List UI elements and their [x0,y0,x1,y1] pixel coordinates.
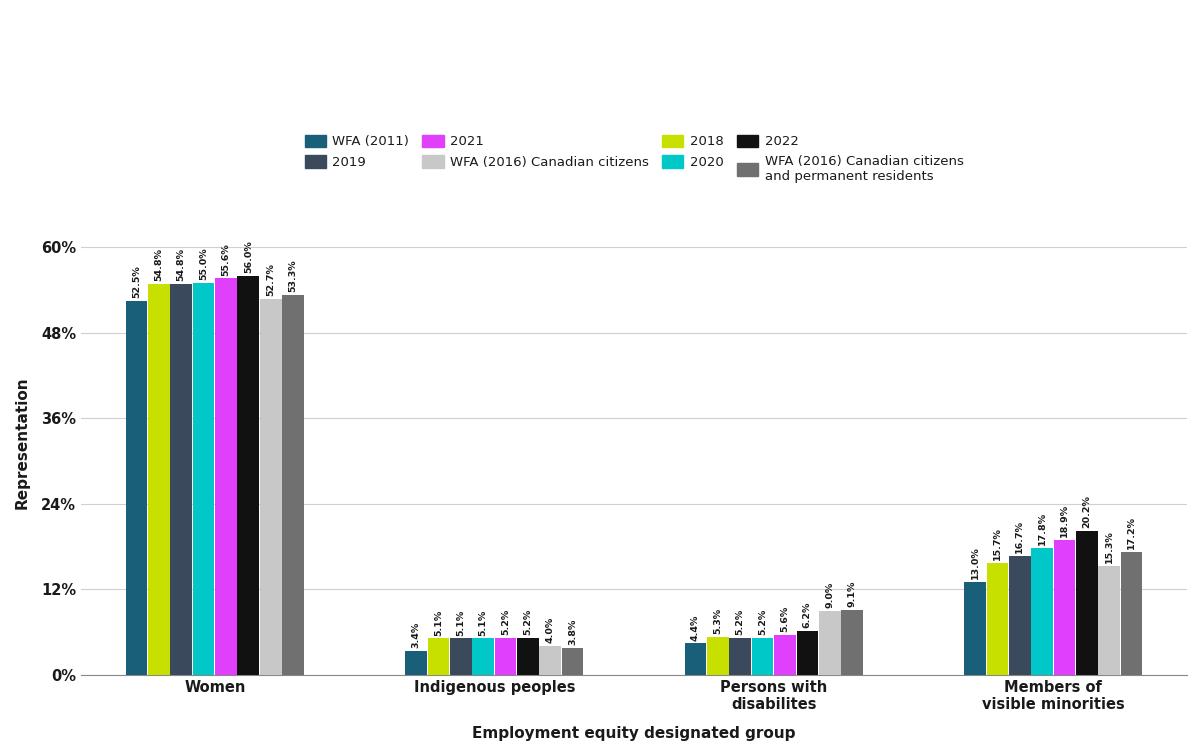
Bar [685,643,707,675]
Bar [774,635,796,675]
Bar [1099,565,1120,675]
Bar [450,639,471,675]
Y-axis label: Representation: Representation [14,376,30,510]
Bar [841,610,863,675]
Text: 54.8%: 54.8% [177,248,186,281]
Bar [495,638,517,675]
Text: 4.0%: 4.0% [546,617,554,643]
Text: 5.2%: 5.2% [501,609,510,635]
Text: 17.2%: 17.2% [1127,516,1136,550]
Legend: WFA (2011), 2019, 2021, WFA (2016) Canadian citizens, 2018, 2020, 2022, WFA (201: WFA (2011), 2019, 2021, WFA (2016) Canad… [304,135,964,183]
Bar [238,276,260,675]
Bar [472,639,494,675]
Text: 3.4%: 3.4% [411,621,421,648]
Bar [1008,556,1030,675]
X-axis label: Employment equity designated group: Employment equity designated group [472,726,796,741]
Bar [1120,552,1142,675]
Text: 56.0%: 56.0% [244,240,252,273]
Text: 5.6%: 5.6% [780,606,790,632]
Text: 5.1%: 5.1% [434,609,442,636]
Text: 5.1%: 5.1% [478,609,488,636]
Bar [819,611,840,675]
Bar [192,283,214,675]
Text: 5.2%: 5.2% [736,609,745,635]
Bar [730,638,751,675]
Bar [797,631,819,675]
Text: 5.1%: 5.1% [457,609,465,636]
Bar [148,284,169,675]
Text: 18.9%: 18.9% [1060,504,1069,538]
Text: 15.7%: 15.7% [993,527,1002,560]
Bar [126,301,148,675]
Bar [751,638,773,675]
Bar [707,637,728,675]
Bar [428,639,450,675]
Text: 55.0%: 55.0% [200,247,208,280]
Bar [517,638,538,675]
Text: 20.2%: 20.2% [1082,495,1091,528]
Text: 16.7%: 16.7% [1016,520,1024,553]
Text: 17.8%: 17.8% [1037,512,1047,545]
Bar [405,651,427,675]
Text: 5.2%: 5.2% [758,609,767,635]
Text: 6.2%: 6.2% [803,602,811,627]
Text: 4.4%: 4.4% [691,615,700,640]
Bar [561,648,583,675]
Bar [260,299,281,675]
Bar [1054,540,1076,675]
Bar [215,278,237,675]
Bar [282,295,304,675]
Bar [540,646,561,675]
Text: 55.6%: 55.6% [221,243,231,276]
Bar [1076,531,1097,675]
Bar [171,284,192,675]
Text: 9.0%: 9.0% [826,581,834,608]
Text: 52.5%: 52.5% [132,265,141,298]
Text: 52.7%: 52.7% [266,263,275,296]
Text: 5.2%: 5.2% [523,609,532,635]
Bar [1031,548,1053,675]
Text: 5.3%: 5.3% [714,608,722,634]
Text: 54.8%: 54.8% [154,248,163,281]
Text: 13.0%: 13.0% [970,547,980,579]
Text: 53.3%: 53.3% [288,259,298,292]
Text: 9.1%: 9.1% [847,581,857,607]
Bar [987,563,1008,675]
Bar [964,582,986,675]
Text: 3.8%: 3.8% [569,618,577,645]
Text: 15.3%: 15.3% [1105,530,1114,563]
